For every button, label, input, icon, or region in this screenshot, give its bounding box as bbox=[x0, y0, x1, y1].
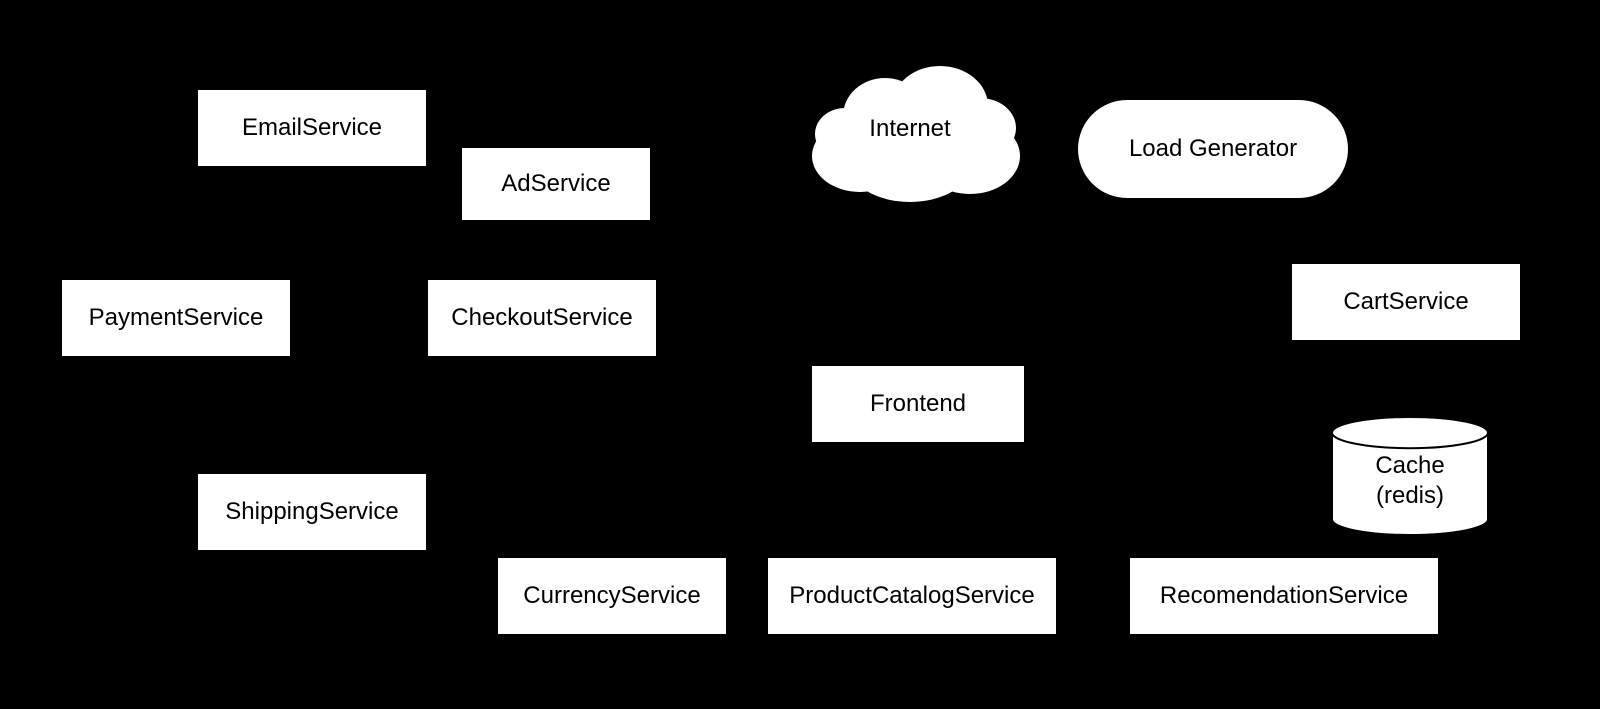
node-label: Internet bbox=[869, 114, 950, 144]
node-payment: PaymentService bbox=[60, 278, 292, 358]
node-label: CurrencyService bbox=[523, 581, 700, 611]
node-loadgen: Load Generator bbox=[1076, 98, 1350, 200]
node-label: CheckoutService bbox=[451, 303, 632, 333]
node-label: ShippingService bbox=[225, 497, 398, 527]
node-label: PaymentService bbox=[89, 303, 264, 333]
node-label: EmailService bbox=[242, 113, 382, 143]
node-cart: CartService bbox=[1290, 262, 1522, 342]
node-label: Frontend bbox=[870, 389, 966, 419]
node-label: RecomendationService bbox=[1160, 581, 1408, 611]
node-currency: CurrencyService bbox=[496, 556, 728, 636]
node-label: CartService bbox=[1343, 287, 1468, 317]
node-checkout: CheckoutService bbox=[426, 278, 658, 358]
node-label: Cache (redis) bbox=[1375, 451, 1444, 511]
diagram-canvas: EmailService AdService Internet Load Gener… bbox=[0, 0, 1600, 709]
node-internet: Internet bbox=[790, 56, 1030, 202]
node-label: AdService bbox=[501, 169, 610, 199]
node-shipping: ShippingService bbox=[196, 472, 428, 552]
node-label: ProductCatalogService bbox=[789, 581, 1034, 611]
node-frontend: Frontend bbox=[810, 364, 1026, 444]
node-recom: RecomendationService bbox=[1128, 556, 1440, 636]
node-ad: AdService bbox=[460, 146, 652, 222]
node-cache: Cache (redis) bbox=[1330, 416, 1490, 536]
node-label: Load Generator bbox=[1129, 134, 1297, 164]
node-catalog: ProductCatalogService bbox=[766, 556, 1058, 636]
node-email: EmailService bbox=[196, 88, 428, 168]
